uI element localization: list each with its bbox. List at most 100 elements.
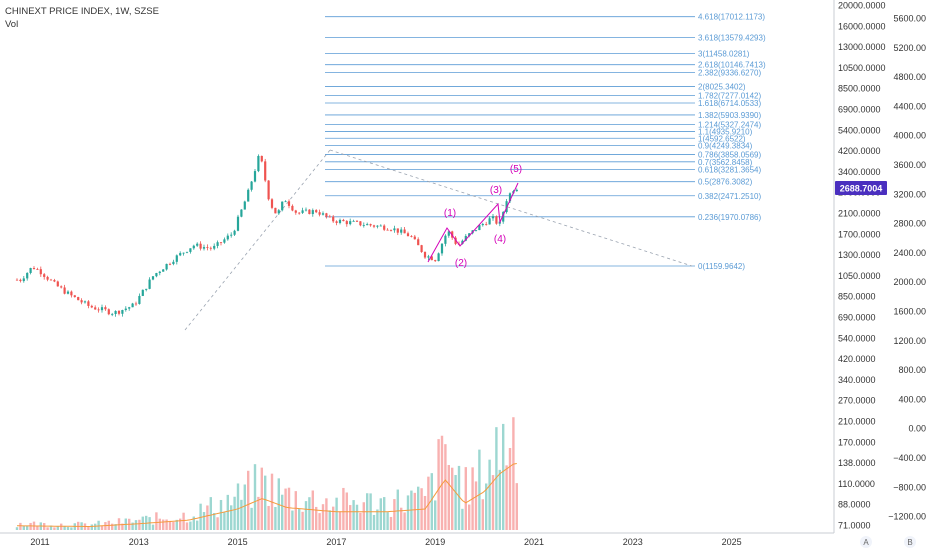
candle-body <box>304 209 308 211</box>
volume-bar <box>440 435 444 530</box>
volume-bar <box>488 459 491 530</box>
candle-body <box>151 276 155 280</box>
candle-body <box>216 242 219 246</box>
candle-body <box>321 213 325 215</box>
candle-body <box>410 236 413 237</box>
fib-level-label: 0.9(4249.3834) <box>698 141 753 150</box>
candle-body <box>32 268 36 270</box>
elliott-wave-drawing[interactable]: (1) (2) (3) (4) (5) <box>427 164 522 269</box>
candle-body <box>359 221 362 226</box>
candle-body <box>202 247 206 249</box>
volume-bar <box>66 526 70 530</box>
volume-axis-tick: −400.00 <box>893 453 926 463</box>
volume-bar <box>393 499 396 530</box>
volume-bar <box>352 500 355 530</box>
candle-body <box>117 310 121 314</box>
volume-bar <box>179 518 182 530</box>
volume-bar <box>308 497 311 530</box>
volume-bar <box>121 523 124 530</box>
candle-body <box>179 253 182 256</box>
candle-body <box>199 243 202 249</box>
candle-body <box>389 230 393 232</box>
candle-body <box>362 225 365 226</box>
volume-bar <box>332 506 335 530</box>
price-axis-tick: 8500.0000 <box>838 84 881 94</box>
volume-bar <box>457 465 461 530</box>
volume-bar <box>485 483 488 530</box>
time-axis-label: 2023 <box>623 537 643 547</box>
volume-axis-tick: −1200.00 <box>888 512 926 522</box>
volume-bar <box>134 520 138 530</box>
price-axis-tick: 6900.0000 <box>838 105 881 115</box>
candle-body <box>49 279 53 281</box>
candle-body <box>406 233 410 237</box>
volume-bar <box>478 449 481 530</box>
fib-trend-line <box>184 149 331 331</box>
candle-body <box>155 273 158 277</box>
volume-bar <box>243 484 246 530</box>
candle-body <box>60 286 63 288</box>
fibonacci-extension[interactable]: 4.618(17012.1173) 3.618(13579.4293) 3(1145… <box>184 13 766 331</box>
volume-bar <box>498 469 501 530</box>
price-axis-tick: 340.0000 <box>838 375 876 385</box>
volume-bar <box>325 498 328 530</box>
volume-bar <box>247 470 250 530</box>
volume-bar <box>349 505 352 530</box>
candle-body <box>39 269 42 275</box>
volume-axis-tick: 0.00 <box>908 424 926 434</box>
candle-body <box>219 242 223 244</box>
volume-bar <box>223 512 226 530</box>
volume-bar <box>413 492 416 530</box>
candle-body <box>294 210 297 213</box>
volume-axis-tick: −800.00 <box>893 482 926 492</box>
volume-axis-tick: 800.00 <box>898 365 926 375</box>
volume-bar <box>451 467 454 530</box>
candle-body <box>260 155 263 162</box>
volume-bar <box>396 489 399 530</box>
candle-body <box>440 243 444 254</box>
fib-level-label: 3(11458.0281) <box>698 49 750 58</box>
candle-body <box>464 235 467 241</box>
volume-indicator-label[interactable]: Vol <box>5 19 19 30</box>
volume-bar <box>240 499 243 530</box>
candle-body <box>107 309 110 315</box>
volume-axis-tick: 5600.00 <box>893 14 926 24</box>
candle-body <box>192 245 195 249</box>
volume-bar <box>321 504 325 530</box>
candle-body <box>308 209 311 215</box>
volume-bar <box>158 518 161 530</box>
volume-bar <box>315 506 318 530</box>
scale-log-toggle <box>904 536 916 548</box>
price-axis-tick: 1050.0000 <box>838 271 881 281</box>
volume-bar <box>26 525 29 530</box>
scale-log-label: B <box>907 538 912 547</box>
volume-bar <box>403 512 406 530</box>
candle-body <box>298 212 301 214</box>
price-axis-tick: 690.0000 <box>838 313 876 323</box>
time-axis-label: 2011 <box>30 537 49 547</box>
candle-body <box>196 243 199 246</box>
candle-body <box>233 230 236 235</box>
candle-body <box>434 260 437 262</box>
candle-body <box>417 239 420 246</box>
volume-bar <box>512 417 515 530</box>
candle-body <box>131 303 134 308</box>
volume-bar <box>172 522 175 530</box>
candle-body <box>94 307 97 310</box>
candle-body <box>26 272 29 279</box>
volume-bar <box>447 465 450 530</box>
volume-bar <box>192 516 195 530</box>
candle-body <box>342 219 345 222</box>
volume-bar <box>294 491 297 530</box>
volume-bar <box>464 467 467 530</box>
fib-level-label: 2.382(9336.6270) <box>698 68 762 77</box>
fib-level-label: 4.618(17012.1173) <box>698 13 765 22</box>
volume-bar <box>342 487 345 530</box>
elliott-wave-label: (1) <box>444 208 456 219</box>
candle-body <box>97 309 100 311</box>
candle-body <box>284 201 287 203</box>
symbol-title: CHINEXT PRICE INDEX, 1W, SZSE <box>5 6 159 17</box>
volume-bar <box>230 505 233 530</box>
